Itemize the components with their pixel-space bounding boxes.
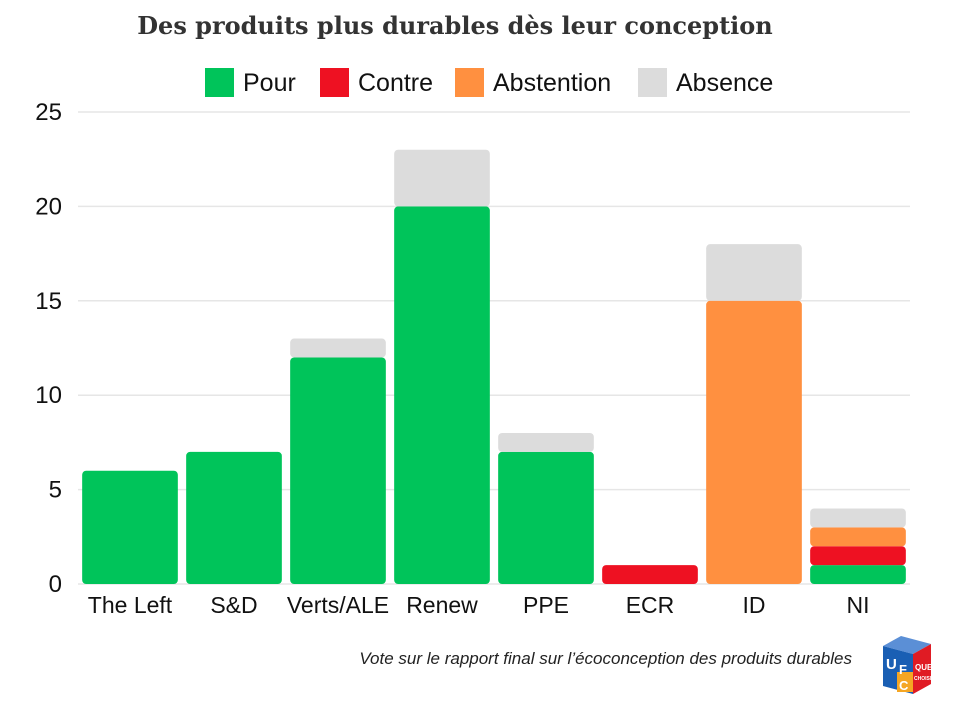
bar-ni-pour [810, 565, 906, 584]
bar-ppe-pour [498, 451, 594, 584]
legend-label-pour: Pour [243, 69, 296, 97]
bar-verts-ale-absence [290, 338, 386, 358]
x-tick-renew: Renew [406, 592, 478, 618]
y-tick-15: 15 [35, 288, 62, 315]
bar-ni-contre [810, 546, 906, 566]
bar-renew-pour [394, 206, 490, 584]
legend-swatch-contre [320, 68, 349, 97]
x-tick-the-left: The Left [88, 592, 173, 618]
legend-swatch-pour [205, 68, 234, 97]
logo-right-face [913, 644, 931, 694]
bar-verts-ale-pour [290, 357, 386, 584]
legend: Pour Contre Abstention Absence [205, 68, 773, 97]
logo-top-face [883, 636, 931, 654]
chart-caption: Vote sur le rapport final sur l’écoconce… [359, 649, 852, 668]
logo-letter-f: F [899, 662, 907, 677]
y-axis-ticks: 0 5 10 15 20 25 [35, 99, 62, 598]
legend-swatch-absence [638, 68, 667, 97]
ufc-que-choisir-logo: U F C QUE CHOISIR [883, 636, 935, 694]
legend-label-absence: Absence [676, 69, 773, 97]
logo-accent [897, 672, 913, 692]
bar-id-abstention [706, 300, 802, 584]
logo-letter-u: U [886, 656, 897, 673]
x-tick-ppe: PPE [523, 592, 569, 618]
chart-title: Des produits plus durables dès leur conc… [137, 11, 773, 40]
bars [82, 149, 906, 584]
y-tick-25: 25 [35, 99, 62, 126]
bar-id-absence [706, 244, 802, 301]
x-tick-verts-ale: Verts/ALE [287, 592, 389, 618]
legend-label-abstention: Abstention [493, 69, 611, 97]
bar-ecr-contre [602, 565, 698, 584]
logo-text-que: QUE [915, 663, 933, 672]
bar-the-left-pour [82, 470, 178, 584]
bar-s-d-pour [186, 451, 282, 584]
y-tick-10: 10 [35, 382, 62, 409]
y-tick-5: 5 [49, 477, 62, 504]
x-tick-ni: NI [847, 592, 870, 618]
bar-ni-abstention [810, 527, 906, 547]
x-axis-ticks: The Left S&D Verts/ALE Renew PPE ECR ID NI [88, 592, 870, 618]
y-tick-20: 20 [35, 193, 62, 220]
x-tick-s-d: S&D [210, 592, 257, 618]
logo-text-choisir: CHOISIR [914, 676, 935, 682]
x-tick-ecr: ECR [626, 592, 675, 618]
bar-renew-absence [394, 149, 490, 207]
legend-label-contre: Contre [358, 69, 433, 97]
bar-ppe-absence [498, 432, 594, 452]
legend-swatch-abstention [455, 68, 484, 97]
y-tick-0: 0 [49, 571, 62, 598]
x-tick-id: ID [743, 592, 766, 618]
bar-ni-absence [810, 508, 906, 528]
logo-letter-c: C [899, 678, 909, 693]
